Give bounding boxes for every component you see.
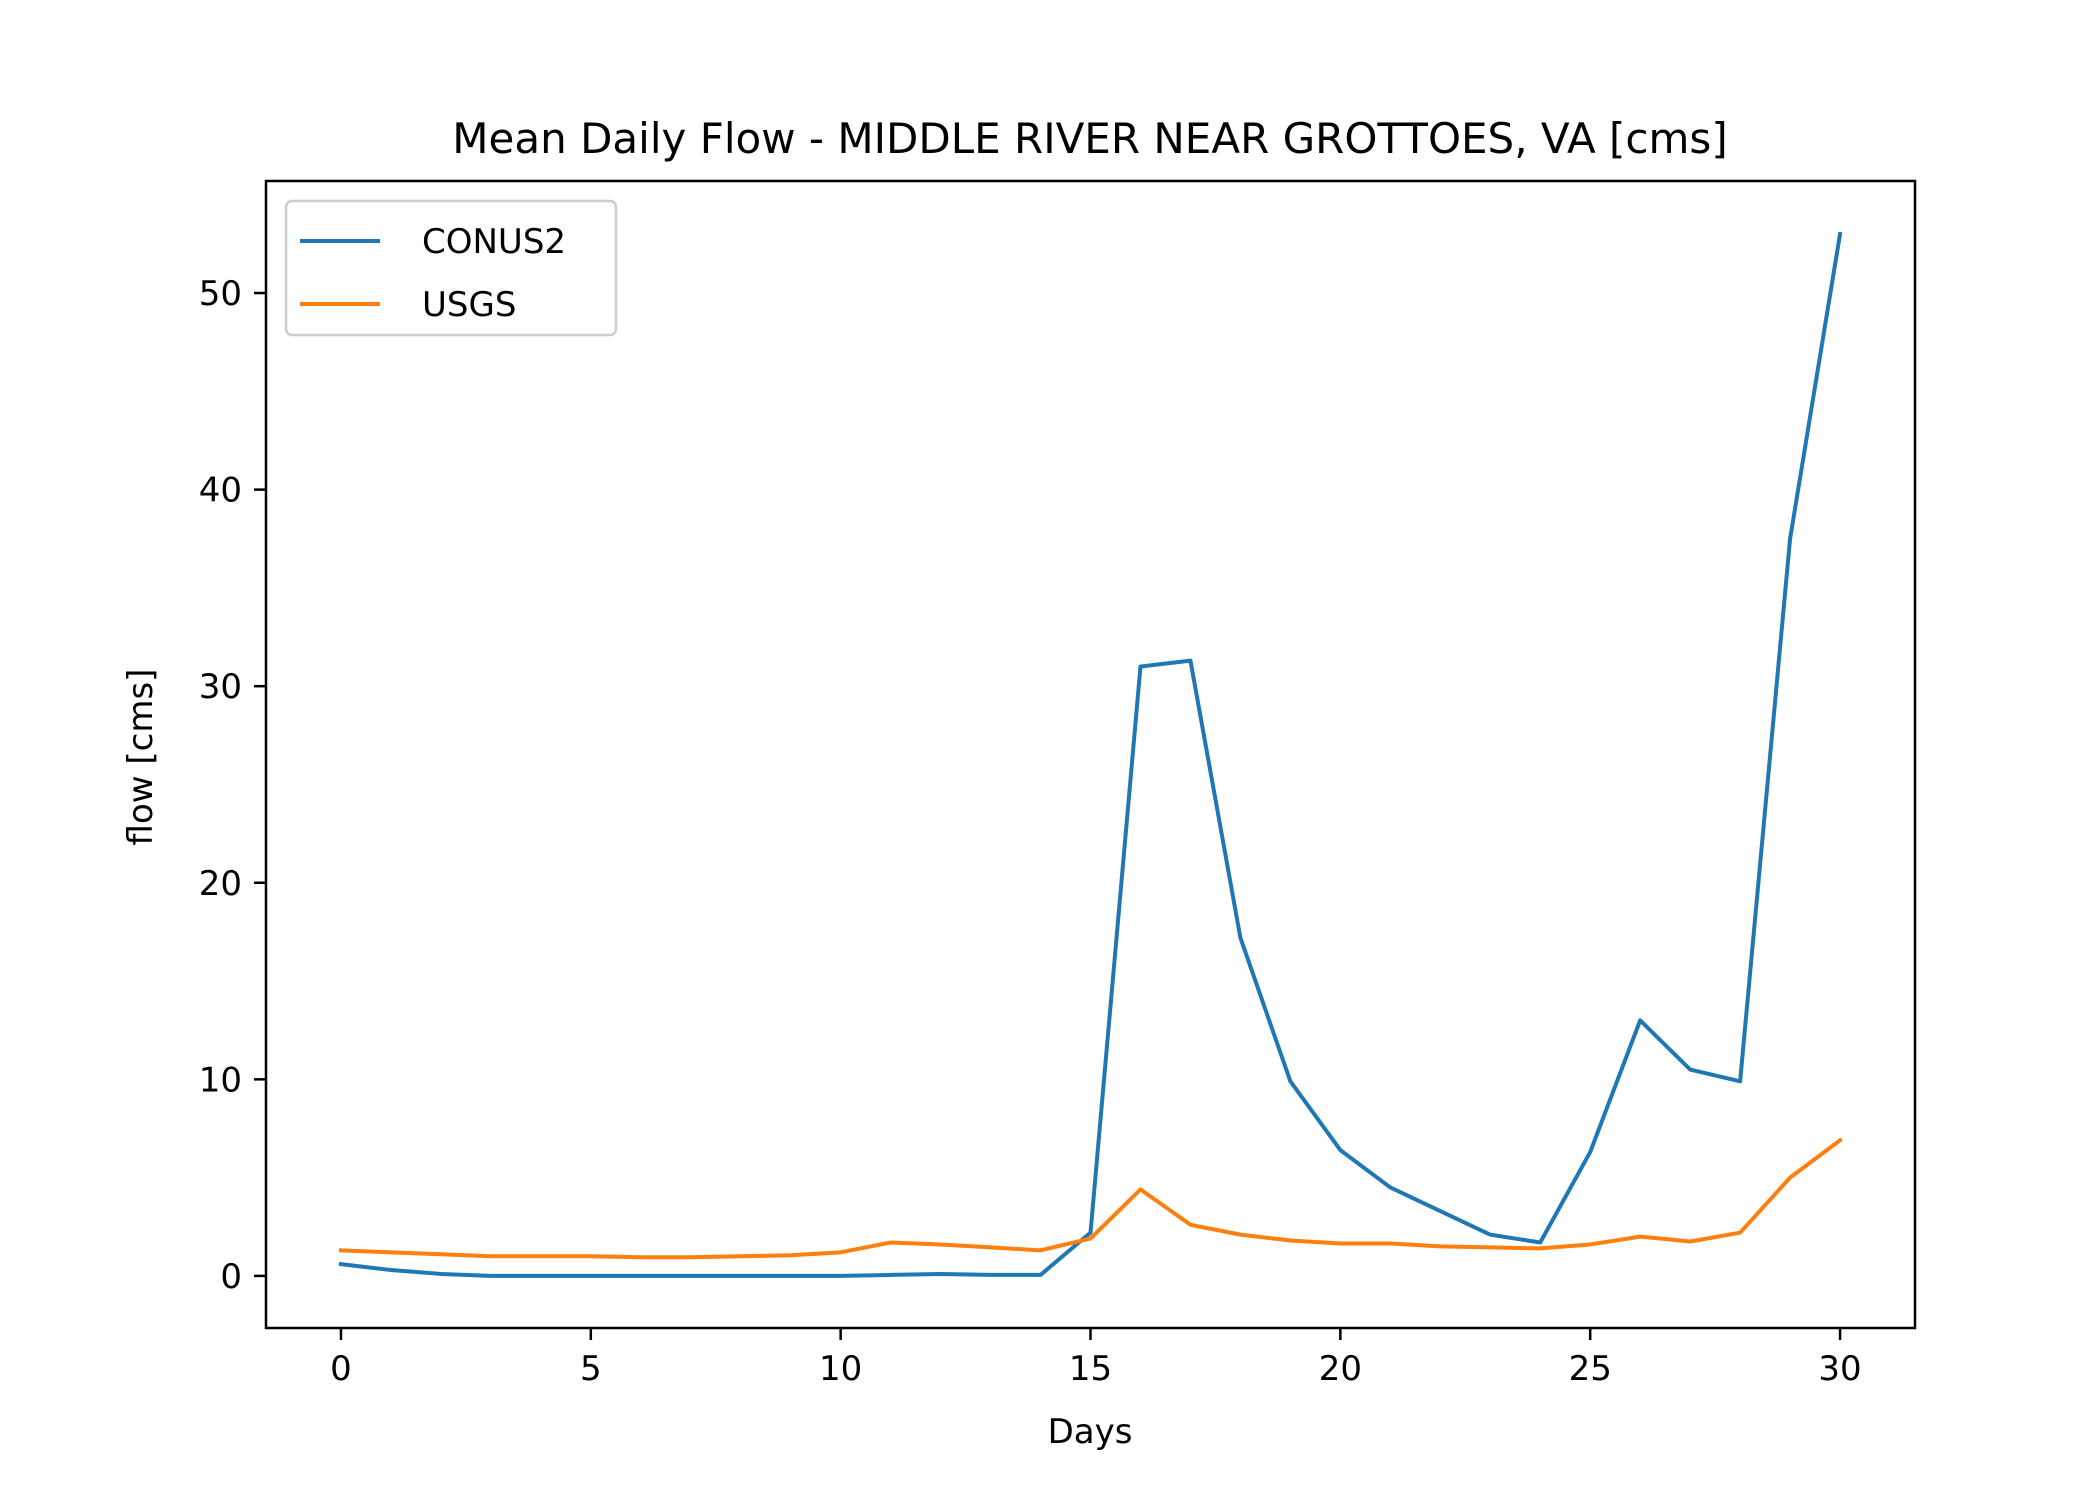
x-axis-label: Days	[1048, 1412, 1133, 1452]
y-tick-label: 40	[199, 471, 242, 511]
x-tick-label: 0	[330, 1349, 352, 1389]
y-tick-label: 0	[220, 1257, 242, 1297]
x-tick-label: 10	[819, 1349, 862, 1389]
legend-label-usgs: USGS	[422, 285, 516, 325]
series-line-conus2	[338, 231, 1843, 1278]
legend-label-conus2: CONUS2	[422, 222, 566, 262]
x-tick-label: 25	[1569, 1349, 1612, 1389]
y-axis-label: flow [cms]	[121, 669, 161, 846]
x-tick-label: 30	[1818, 1349, 1861, 1389]
x-tick-label: 20	[1319, 1349, 1362, 1389]
x-tick-label: 5	[580, 1349, 602, 1389]
x-tick-label: 15	[1069, 1349, 1112, 1389]
plot-area: 0 5 10 15 20 25 30 0 10 20 30 40 50 CONUS2 USGS	[199, 179, 1917, 1389]
legend-box	[284, 199, 618, 337]
y-tick-label: 50	[199, 274, 242, 314]
series-line-usgs	[338, 1137, 1843, 1260]
chart-title: Mean Daily Flow - MIDDLE RIVER NEAR GROT…	[452, 114, 1727, 163]
y-tick-label: 30	[199, 667, 242, 707]
legend: CONUS2 USGS	[284, 199, 618, 337]
y-tick-label: 20	[199, 864, 242, 904]
y-tick-label: 10	[199, 1060, 242, 1100]
